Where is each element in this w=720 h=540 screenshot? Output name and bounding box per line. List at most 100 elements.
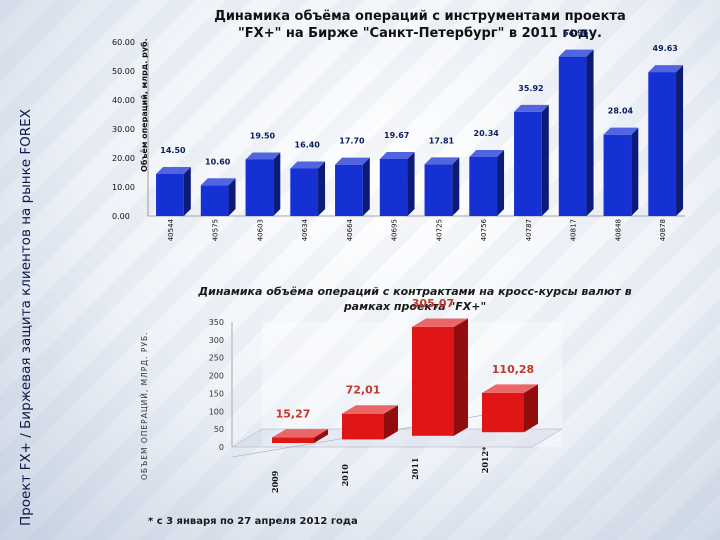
chart1-x-tick: 40878 — [659, 219, 667, 241]
chart2-title: Динамика объёма операций с контрактами н… — [198, 285, 632, 313]
chart1-y-tick: 60.00 — [112, 38, 135, 47]
chart2-bar — [412, 318, 468, 436]
chart1-bar — [335, 157, 370, 216]
chart1-data-label: 20.34 — [474, 129, 500, 138]
chart1-bar-top — [379, 151, 415, 159]
chart2-x-tick: 2011 — [410, 458, 420, 480]
chart1-bar-top — [200, 178, 236, 186]
chart1-bar-side — [362, 157, 370, 216]
chart2-bar-side — [454, 318, 468, 436]
chart1-bar-front — [424, 164, 453, 216]
chart2-bar-top — [272, 429, 328, 438]
chart1-y-tick: 0.00 — [112, 212, 130, 221]
chart1-x-tick: 40575 — [212, 219, 220, 241]
chart2-bar-front — [482, 392, 524, 433]
chart1-bar-top — [469, 150, 505, 158]
chart1-bar-front — [603, 134, 632, 216]
chart1-data-label: 49.63 — [653, 44, 678, 53]
chart1-bar-front — [514, 111, 542, 216]
chart1-data-label: 17.70 — [339, 137, 365, 146]
chart2-bar-side — [524, 384, 538, 433]
chart1-bar-top — [558, 49, 594, 57]
chart1-x-tick: 40787 — [525, 219, 533, 241]
chart1-x-tick: 40664 — [346, 218, 354, 241]
chart2-bar-side — [314, 429, 328, 443]
chart1-bar-side — [183, 166, 191, 216]
chart2-data-label: 15,27 — [276, 408, 311, 421]
chart2-y-tick: 0 — [219, 443, 224, 452]
chart1-x-tick: 40634 — [301, 218, 309, 241]
chart1-bar-side — [497, 150, 505, 216]
chart2-y-tick: 250 — [209, 354, 224, 363]
chart1-bar-side — [407, 151, 415, 216]
chart1-bar — [469, 150, 505, 216]
chart2-y-tick: 150 — [209, 389, 224, 398]
chart1-bar-front — [648, 72, 677, 216]
chart1-data-label: 16.40 — [295, 140, 321, 149]
chart1-bar-front — [558, 56, 587, 217]
chart1-bar-front — [335, 164, 363, 216]
chart2-y-tick: 300 — [209, 336, 224, 345]
chart1-bar — [514, 104, 549, 216]
chart2-x-tick: 2009 — [270, 470, 280, 493]
chart2-y-tick: 200 — [209, 372, 224, 381]
chart1-y-tick: 40.00 — [112, 96, 135, 105]
chart1-data-label: 14.50 — [160, 146, 186, 155]
chart1-bar-front — [379, 158, 408, 216]
chart1-bar — [648, 65, 684, 216]
chart1-data-label: 17.81 — [429, 136, 455, 145]
chart1-bar — [603, 127, 639, 216]
chart2-data-label: 110,28 — [492, 363, 534, 376]
chart1-x-tick: 40603 — [256, 219, 264, 241]
chart2-y-tick: 50 — [214, 425, 224, 434]
chart2-y-tick: 100 — [209, 407, 224, 416]
chart1-bar-side — [228, 178, 236, 216]
chart1-x-tick: 40695 — [391, 219, 399, 241]
chart2-x-tick: 2010 — [340, 464, 350, 487]
chart1-x-tick: 40848 — [614, 219, 622, 241]
chart1-bar-top — [290, 161, 326, 169]
chart1-y-tick: 50.00 — [112, 67, 135, 76]
chart2-bar-top — [412, 318, 468, 327]
chart1-bar — [245, 152, 281, 216]
footnote: * с 3 января по 27 апреля 2012 года — [148, 516, 358, 527]
chart1-bar — [424, 157, 460, 216]
chart1-data-label: 35.92 — [518, 84, 543, 93]
chart2-bar — [482, 384, 538, 433]
chart2-bar-front — [272, 437, 314, 443]
chart1-bar-front — [245, 159, 274, 216]
chart1-bar-side — [541, 104, 549, 216]
chart1-y-tick: 10.00 — [112, 183, 135, 192]
chart1-bar-top — [156, 166, 191, 174]
chart1-bar-side — [631, 127, 639, 216]
chart1-bar — [200, 178, 236, 216]
chart1-bar-side — [318, 161, 326, 216]
chart2-bar-front — [342, 413, 384, 440]
chart1-bar — [558, 49, 594, 217]
chart2-bar-top — [342, 405, 398, 414]
chart1-bar-side — [273, 152, 281, 216]
chart1-bar-top — [514, 104, 549, 112]
chart1-bar-front — [156, 173, 184, 216]
chart1-bar-front — [200, 185, 229, 216]
chart1-bar-side — [586, 49, 594, 217]
chart1-bar-top — [648, 65, 684, 73]
chart1-title: Динамика объёма операций с инструментами… — [214, 9, 626, 41]
chart2-bar-front — [412, 326, 454, 436]
chart1-bar — [290, 161, 326, 216]
chart1-bar-top — [245, 152, 281, 160]
chart1-bar-front — [290, 168, 319, 216]
chart1-x-tick: 40817 — [570, 219, 578, 241]
chart2-bar-top — [482, 384, 538, 393]
chart1-bar — [379, 151, 415, 216]
chart1-x-tick: 40544 — [167, 218, 175, 241]
chart1-y-tick: 30.00 — [112, 125, 135, 134]
chart1-bar-top — [603, 127, 639, 135]
chart2-bar — [342, 405, 398, 440]
chart2-bar-side — [384, 405, 398, 440]
chart1-bar-front — [469, 157, 498, 216]
chart1-data-label: 19.67 — [384, 131, 409, 140]
chart1-bar-top — [335, 157, 370, 165]
